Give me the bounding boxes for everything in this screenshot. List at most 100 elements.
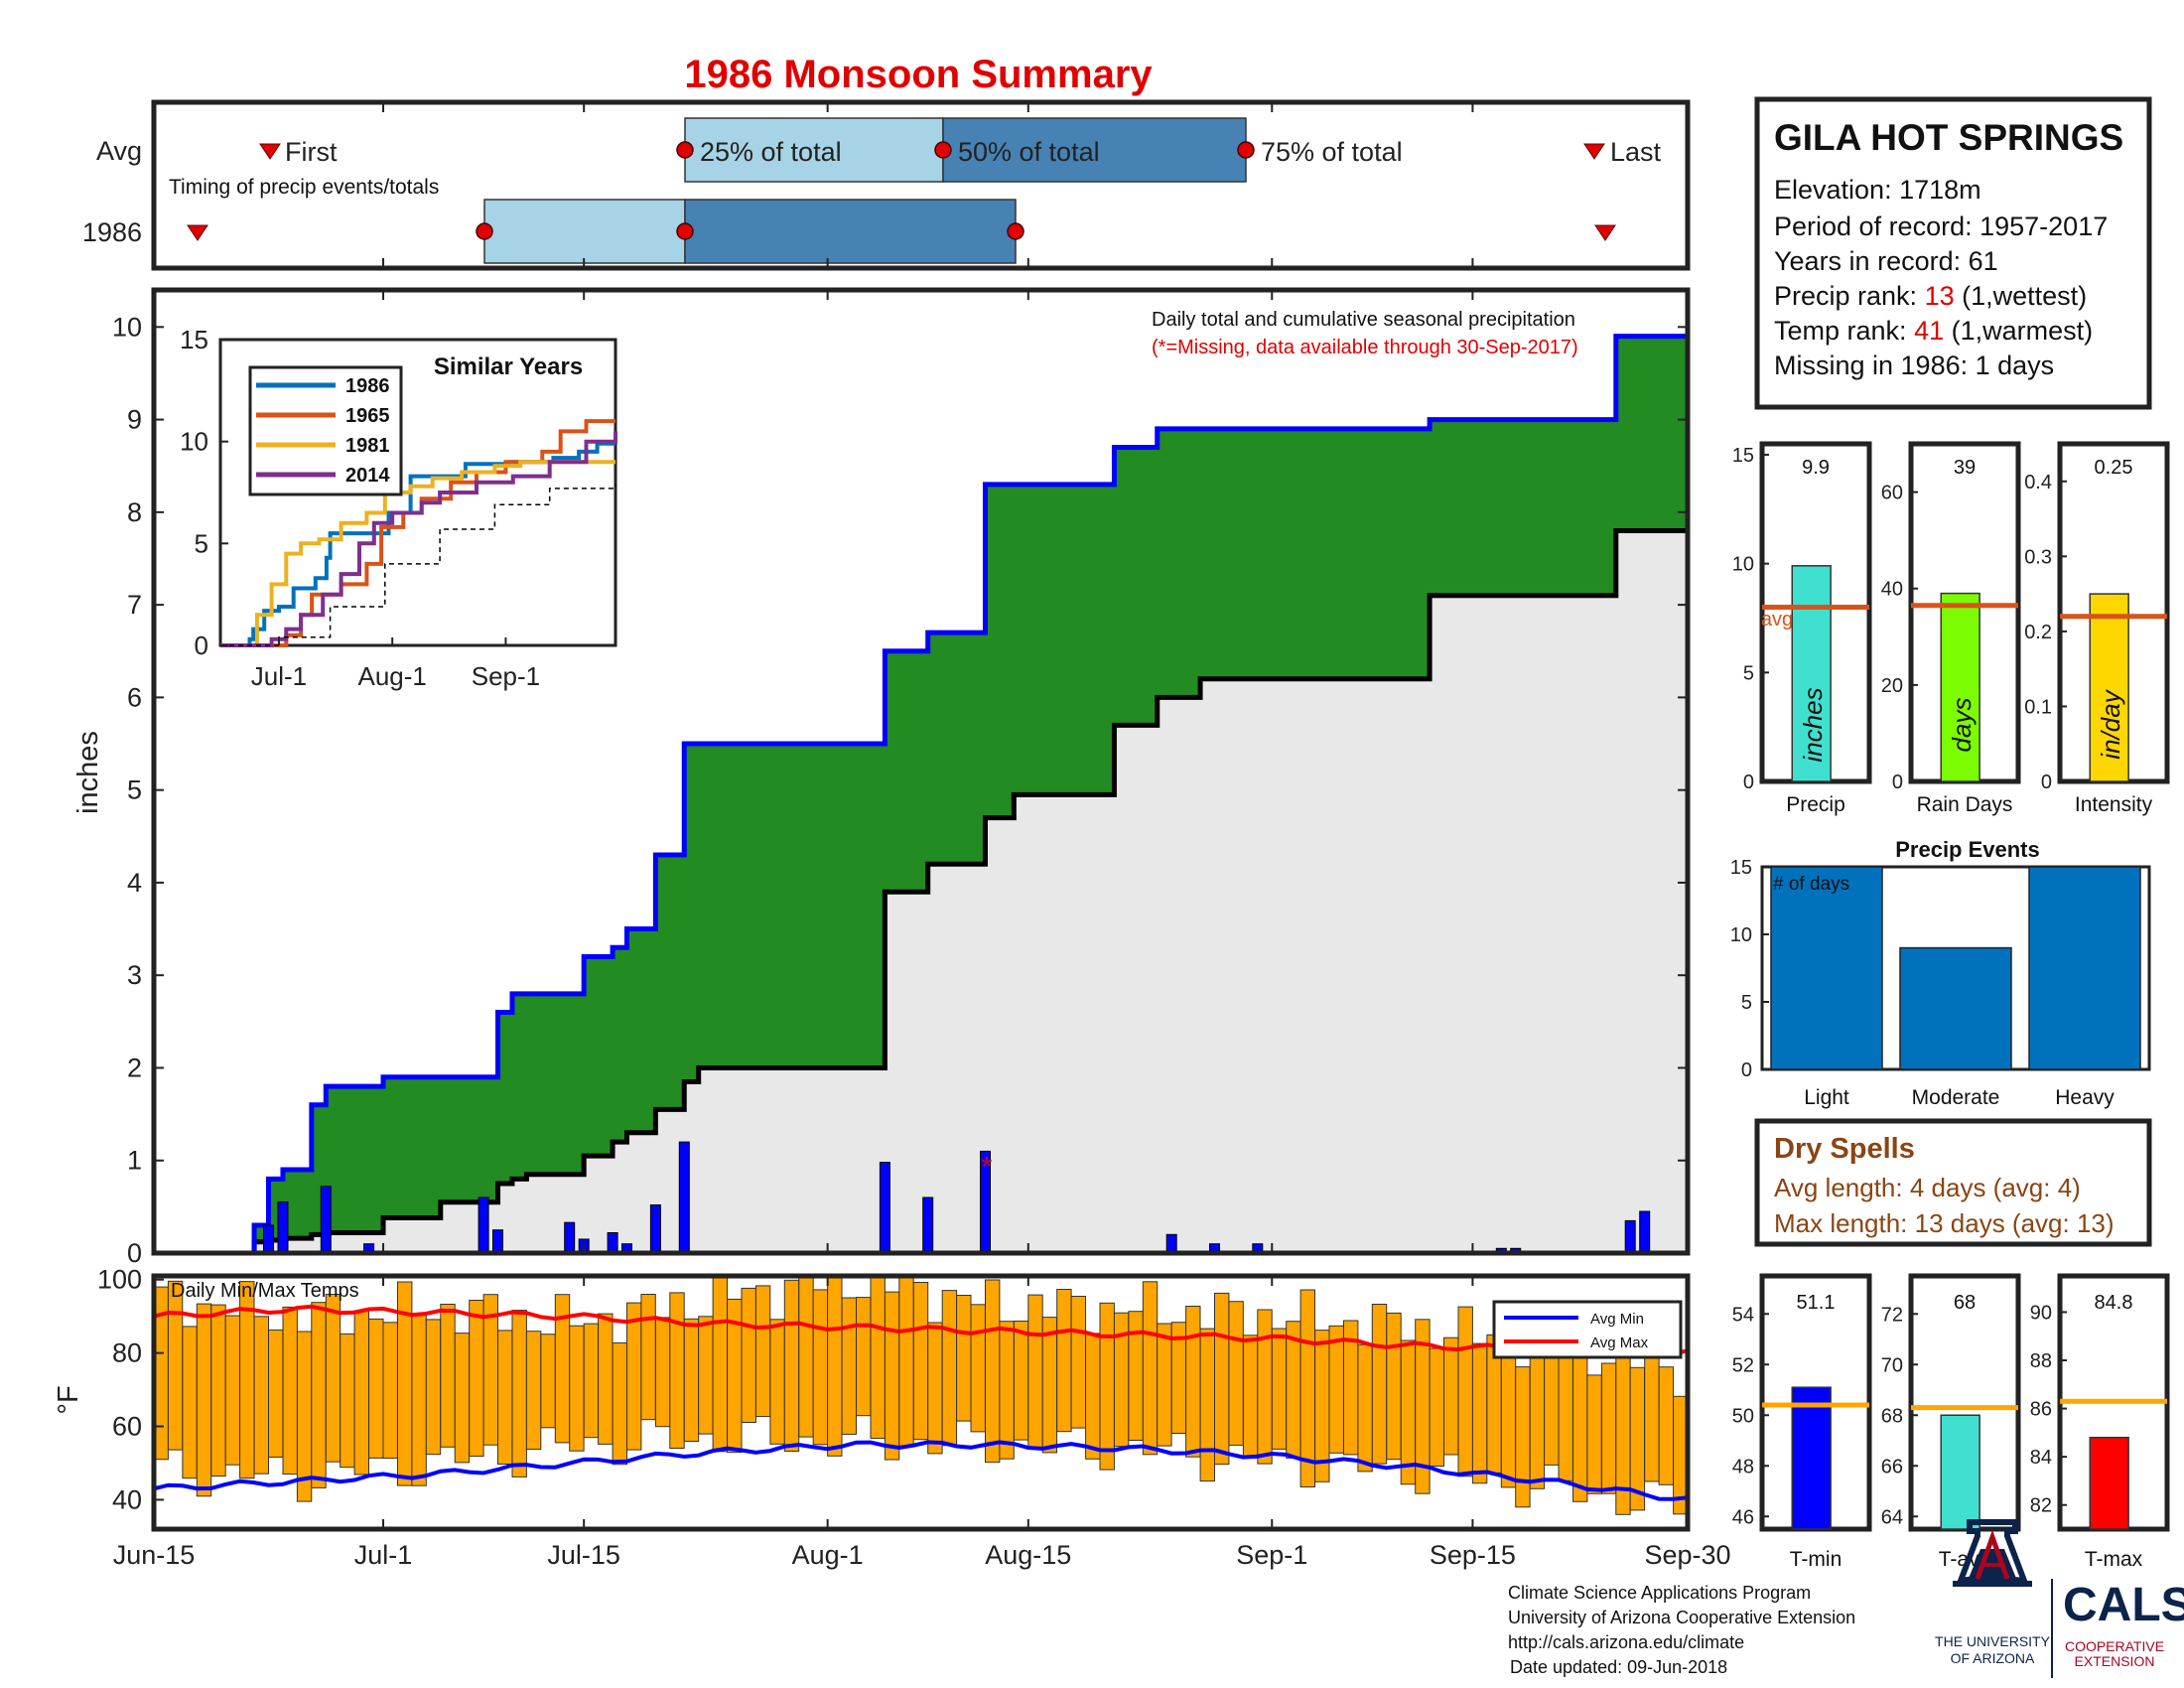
temp-rank-prefix: Temp rank: bbox=[1774, 316, 1914, 346]
temp-ytick-label: 100 bbox=[97, 1265, 142, 1295]
precip-events-chart: Precip Events Light Moderate Heavy 0 5 10 15 #… bbox=[1730, 837, 2151, 1109]
precip-ytick-label: 9 bbox=[127, 405, 142, 435]
daily-temp-range-bar bbox=[712, 1277, 728, 1453]
temp-rank-suffix: (1,warmest) bbox=[1944, 316, 2093, 346]
temp-ytick-label: 40 bbox=[112, 1484, 142, 1514]
stat-precip-label: Precip bbox=[1786, 793, 1845, 816]
dry-spells-title: Dry Spells bbox=[1774, 1133, 1915, 1165]
stat-ytick-label: 10 bbox=[1732, 554, 1754, 576]
inset-legend-label: 1965 bbox=[345, 405, 390, 427]
daily-temp-range-bar bbox=[425, 1319, 442, 1456]
precip-note: Daily total and cumulative seasonal prec… bbox=[1152, 309, 1575, 331]
date-tick-label: Aug-1 bbox=[792, 1540, 864, 1570]
date-tick-label: Sep-15 bbox=[1430, 1540, 1516, 1570]
stat-ytick-label: 15 bbox=[1732, 445, 1754, 467]
avg-25-50-box bbox=[684, 117, 944, 183]
inset-ytick-label: 0 bbox=[195, 631, 208, 660]
dry-spells-avg: Avg length: 4 days (avg: 4) bbox=[1774, 1173, 2081, 1202]
above-average-surplus-area bbox=[154, 336, 1688, 1254]
daily-temp-range-bar bbox=[469, 1300, 484, 1458]
stat-ytick-label: 48 bbox=[1732, 1456, 1754, 1477]
stat-precip-value: 9.9 bbox=[1802, 457, 1830, 479]
stat-bar bbox=[1940, 592, 1980, 782]
daily-temp-range-bar bbox=[985, 1279, 1001, 1464]
stat-ytick-label: 52 bbox=[1732, 1354, 1754, 1376]
daily-temp-range-bar bbox=[525, 1331, 542, 1451]
daily-temp-range-bar bbox=[769, 1319, 785, 1445]
daily-precip-bar bbox=[263, 1224, 274, 1254]
inset-legend-items: 1986 1965 1981 2014 bbox=[256, 375, 390, 487]
stat-ytick-label: 82 bbox=[2030, 1495, 2052, 1517]
stat-precip-unit: inches bbox=[1798, 687, 1828, 762]
daily-temp-range-bar bbox=[282, 1306, 298, 1476]
precip-rank-prefix: Precip rank: bbox=[1774, 281, 1925, 311]
stat-days-value: 39 bbox=[1954, 457, 1976, 479]
temp-frame bbox=[151, 1273, 1691, 1532]
temp-ytick-label: 60 bbox=[112, 1412, 142, 1442]
cumulative-1986-line bbox=[154, 334, 1688, 1256]
events-ytick-label: 15 bbox=[1730, 857, 1752, 879]
daily-temp-range-bar bbox=[1013, 1321, 1029, 1441]
stat-ytick-label: 84 bbox=[2030, 1447, 2052, 1469]
event-category-label: Light bbox=[1804, 1086, 1849, 1109]
date-tick-label: Jun-15 bbox=[113, 1540, 196, 1570]
daily-temp-range-bar bbox=[1271, 1328, 1288, 1450]
date-tick-label: Sep-30 bbox=[1644, 1540, 1730, 1570]
daily-temp-range-bar bbox=[1142, 1281, 1159, 1456]
daily-temp-range-bar bbox=[440, 1304, 456, 1448]
daily-precip-bar bbox=[678, 1141, 690, 1254]
date-tick-label: Jul-1 bbox=[354, 1540, 413, 1570]
precip-ytick-label: 3 bbox=[127, 960, 142, 990]
cals-logo-text: CALS bbox=[2063, 1579, 2184, 1631]
avg-last-label: Last bbox=[1610, 137, 1662, 167]
events-title: Precip Events bbox=[1895, 837, 2040, 862]
daily-temp-range-bar bbox=[912, 1282, 929, 1441]
tavg-value: 68 bbox=[1954, 1292, 1976, 1314]
precip-ytick-label: 6 bbox=[127, 682, 142, 712]
daily-temp-range-bar bbox=[841, 1297, 857, 1435]
daily-temp-range-bar bbox=[196, 1303, 212, 1497]
daily-temp-range-bar bbox=[1586, 1374, 1602, 1494]
timing-panel: Avg 1986 Timing of precip events/totals … bbox=[82, 99, 1691, 271]
daily-precip-bar bbox=[492, 1229, 503, 1254]
precip-frame bbox=[151, 287, 1691, 1256]
daily-temp-range-bar bbox=[1199, 1328, 1215, 1482]
year-50-75-box bbox=[684, 199, 1017, 264]
stat-int-unit: in/day bbox=[2096, 688, 2125, 759]
precip-ytick-label: 10 bbox=[112, 312, 142, 342]
station-elevation: Elevation: 1718m bbox=[1774, 175, 1981, 205]
stat-bar bbox=[1791, 565, 1832, 782]
daily-temp-range-bar bbox=[454, 1333, 471, 1464]
daily-temp-range-bar bbox=[1558, 1353, 1573, 1481]
daily-temp-range-bar bbox=[411, 1313, 427, 1486]
precip-ytick-label: 4 bbox=[127, 868, 142, 898]
precip-ytick-label: 2 bbox=[127, 1053, 142, 1082]
avg-50pct-marker bbox=[934, 141, 952, 159]
stat-ytick-label: 0 bbox=[1892, 772, 1903, 793]
year-50pct-marker bbox=[676, 222, 694, 240]
temp-stat-bars: 46 48 50 52 54 64 66 68 70 72 82 84 86 88 90 bbox=[1732, 1273, 2170, 1532]
stat-ytick-label: 5 bbox=[1743, 662, 1754, 684]
inset-xtick-label: Jul-1 bbox=[251, 661, 307, 691]
event-bar-moderate bbox=[1899, 946, 2012, 1070]
station-info-box: GILA HOT SPRINGS Elevation: 1718m Period… bbox=[1754, 96, 2152, 410]
date-axis-labels: Jun-15 Jul-1 Jul-15 Aug-1 Aug-15 Sep-1 Sep-15 S… bbox=[113, 290, 1731, 1570]
stat-int-value: 0.25 bbox=[2095, 457, 2133, 479]
daily-precip-bar bbox=[1624, 1219, 1636, 1254]
events-ylabel: # of days bbox=[1773, 874, 1849, 895]
station-years: Years in record: 61 bbox=[1774, 246, 1998, 276]
avg-last-marker bbox=[1583, 143, 1605, 160]
station-name: GILA HOT SPRINGS bbox=[1774, 117, 2123, 158]
inset-xtick-label: Sep-1 bbox=[472, 661, 540, 691]
daily-temp-range-bar bbox=[210, 1304, 226, 1477]
daily-temp-range-bar bbox=[311, 1302, 327, 1488]
dry-spells-max: Max length: 13 days (avg: 13) bbox=[1774, 1208, 2115, 1238]
daily-temp-range-bar bbox=[368, 1318, 384, 1459]
stat-bar bbox=[2089, 1436, 2129, 1530]
daily-temp-range-bar bbox=[182, 1326, 198, 1479]
stat-ytick-label: 50 bbox=[1732, 1405, 1754, 1427]
year-25pct-marker bbox=[476, 222, 493, 240]
inset-xtick-label: Aug-1 bbox=[358, 661, 427, 691]
daily-temp-range-bar bbox=[1157, 1323, 1172, 1447]
